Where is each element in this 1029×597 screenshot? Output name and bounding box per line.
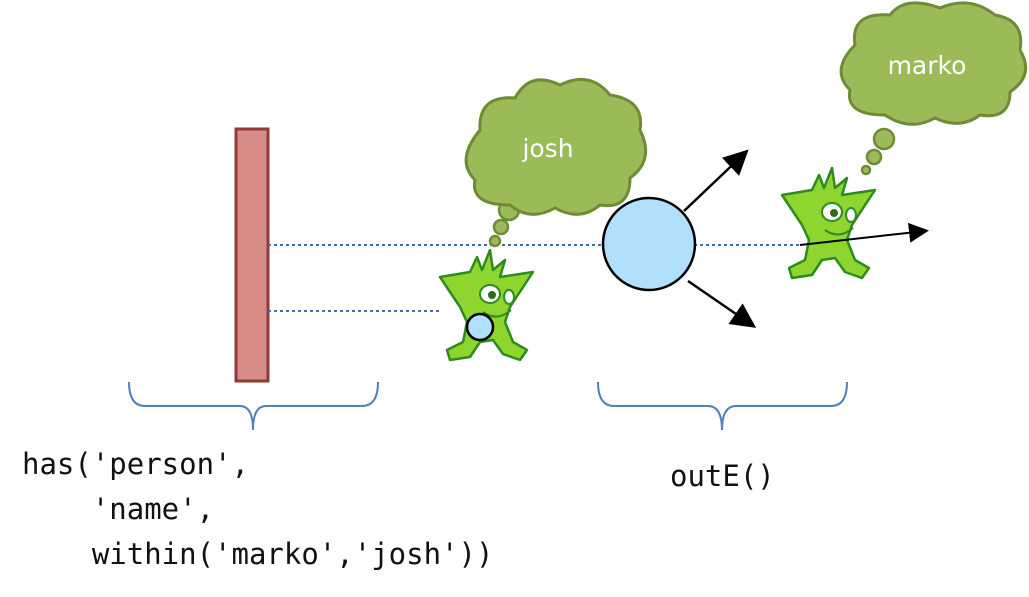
- edge-arrow-1: [683, 149, 749, 212]
- brace-oute: [597, 381, 848, 431]
- oute-step-code: outE(): [670, 459, 775, 493]
- vertex-marko: [601, 196, 697, 292]
- edge-arrow-2: [687, 279, 757, 328]
- has-line-3: within('marko','josh')): [22, 537, 494, 571]
- thought-cloud-marko: marko: [839, 1, 1028, 176]
- gremlin-marko-icon: [780, 166, 877, 280]
- thought-marko: marko: [888, 51, 967, 80]
- has-line-2: 'name',: [22, 492, 215, 526]
- filter-bar: [234, 127, 270, 383]
- edge-arrow-3: [799, 222, 929, 246]
- thought-josh: josh: [521, 134, 573, 163]
- vertex-josh-small: [465, 312, 495, 342]
- has-line-1: has('person',: [22, 447, 249, 481]
- thought-cloud-josh: josh: [464, 77, 648, 248]
- has-step-code: has('person', 'name', within('marko','jo…: [22, 442, 493, 577]
- brace-has: [128, 381, 379, 431]
- gremlin-josh-icon: [438, 248, 535, 362]
